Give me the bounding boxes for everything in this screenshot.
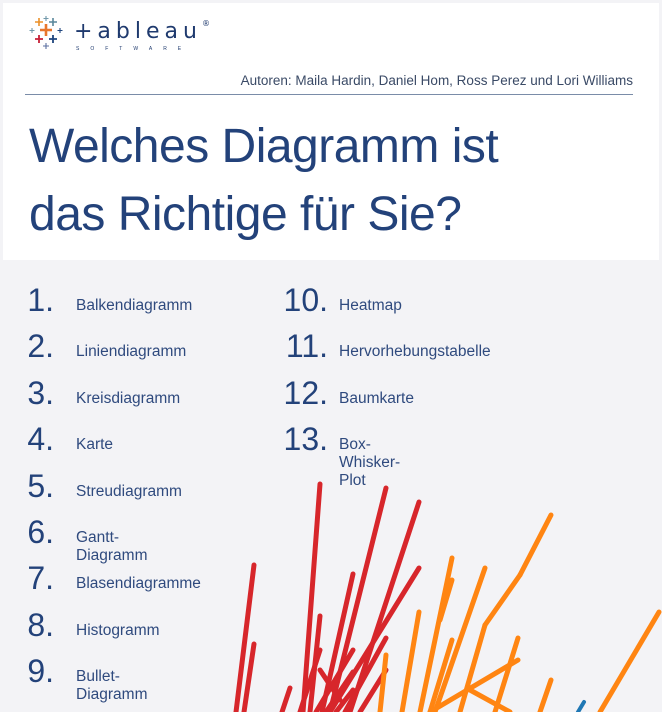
list-label: Bullet-Diagramm [76, 668, 148, 704]
header-card: +ableau® SOFTWARE Autoren: Maila Hardin,… [3, 3, 659, 260]
list-number: 4. [27, 421, 54, 458]
list-number: 8. [27, 606, 54, 643]
list-label: Gantt-Diagramm [76, 528, 148, 564]
title-line-1: Welches Diagramm ist [29, 120, 499, 173]
list-label: Balkendiagramm [76, 297, 193, 314]
list-number: 6. [27, 513, 54, 550]
tableau-logo: +ableau® SOFTWARE [28, 15, 228, 55]
page-title: Welches Diagramm ist das Richtige für Si… [29, 113, 499, 249]
list-label: Streudiagramm [76, 482, 182, 500]
list-label: Hervorhebungstabelle [339, 343, 491, 361]
list-label: Karte [76, 436, 114, 454]
list-label: Box-Whisker-Plot [339, 436, 401, 490]
list-label: Heatmap [339, 297, 402, 314]
logo-subtitle: SOFTWARE [76, 46, 193, 52]
header-divider [25, 94, 633, 95]
list-number: 9. [27, 653, 54, 690]
tableau-plus-logo-icon [29, 16, 63, 49]
registered-mark: ® [201, 19, 210, 28]
list-number: 7. [27, 560, 54, 597]
title-line-2: das Richtige für Sie? [29, 188, 462, 241]
list-number: 1. [27, 282, 54, 318]
authors-line: Autoren: Maila Hardin, Daniel Hom, Ross … [240, 73, 633, 88]
list-number: 12. [283, 374, 328, 411]
logo-wordmark: +ableau® [74, 19, 210, 44]
list-number: 11. [285, 328, 328, 365]
list-number: 2. [27, 328, 54, 365]
list-label: Histogramm [76, 621, 160, 639]
list-number: 5. [27, 467, 54, 504]
list-number: 3. [27, 374, 54, 411]
list-number: 10. [283, 282, 328, 318]
list-number: 13. [283, 421, 328, 458]
list-label: Kreisdiagramm [76, 389, 181, 407]
list-label: Liniendiagramm [76, 343, 187, 361]
list-label: Blasendiagramme [76, 575, 201, 593]
list-label: Baumkarte [339, 389, 414, 407]
